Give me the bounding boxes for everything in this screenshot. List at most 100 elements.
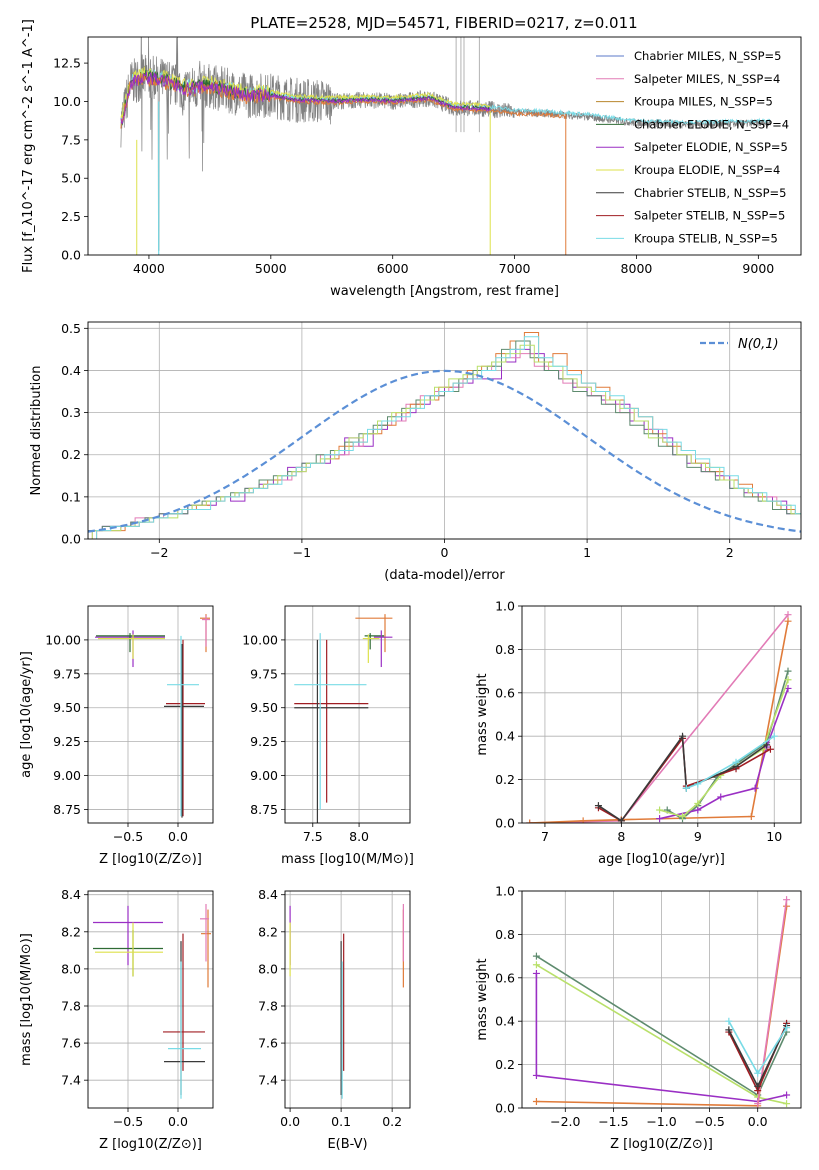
y-tick-label: 9.50 [53,700,81,715]
x-tick-label: −1 [293,545,311,560]
series-marker [784,667,792,675]
y-tick-label: 7.6 [258,1036,278,1051]
y-tick-label: 7.5 [61,132,81,147]
y-tick-label: 9.00 [250,768,278,783]
series-marker [656,815,664,823]
errorbar-point [164,941,205,1096]
x-tick-label: 7000 [499,261,531,276]
y-tick-label: 9.75 [53,666,81,681]
legend-label: Chabrier ELODIE, N_SSP=4 [634,117,789,131]
axes: 0.0 0.1 0.2 7.4 7.6 7.8 8.0 8.2 8.4 E(B-V) [258,887,411,1152]
errorbar-point [200,903,209,962]
y-tick-label: 0.4 [495,729,515,744]
y-tick-label: 0.4 [61,363,81,378]
series-line-4 [659,679,789,818]
errorbar-point [163,933,205,1071]
axes: −0.5 0.0 7.4 7.6 7.8 8.0 8.2 8.4 Z [log10(Z/Z⊙)]… [19,887,214,1152]
y-tick-label: 0.5 [61,321,81,336]
x-tick-label: 0.0 [168,1114,188,1129]
legend-label: Salpeter MILES, N_SSP=4 [634,72,780,86]
figure-title: PLATE=2528, MJD=54571, FIBERID=0217, z=0… [250,14,637,32]
grid [88,606,213,823]
series-marker [732,758,740,766]
histogram-step-4 [91,344,801,539]
axes: −2 −1 0 1 2 0.0 0.1 0.2 0.3 0.4 0.5 (data-model)/er… [29,321,802,583]
errorbar-point [98,634,165,659]
errorbar-point [294,633,367,810]
y-tick-label: 8.75 [53,802,81,817]
panel-spectrum: 4000 5000 6000 7000 8000 9000 0.0 2.5 5.0 7.5 10.0… [21,19,802,299]
model-line-1 [120,66,491,119]
panel-mass-vs-Z: −0.5 0.0 7.4 7.6 7.8 8.0 8.2 8.4 Z [log10(Z/Z⊙)]… [19,887,214,1152]
y-tick-label: 0.8 [495,927,515,942]
series-marker [751,784,759,792]
plot-area [289,903,404,1099]
series-marker [770,732,778,740]
series-marker [763,741,771,749]
y-tick-label: 0.0 [61,248,81,263]
x-tick-label: −1.0 [646,1114,676,1129]
grid [522,890,801,1109]
histogram-step-2 [96,332,801,539]
errorbar-point [93,905,163,966]
series-marker [617,817,625,823]
y-tick-label: 8.2 [258,924,278,939]
y-tick-label: 0.8 [495,642,515,657]
plot-area [532,896,791,1108]
legend: N(0,1) [700,337,779,352]
grid [522,605,801,824]
series-marker [579,817,587,823]
errorbar-point [202,615,210,647]
grid [285,606,410,823]
y-tick-label: 9.25 [53,734,81,749]
plot-area [93,903,211,1099]
series-marker [784,676,792,684]
x-tick-label: 0.0 [748,1114,768,1129]
series-marker [766,745,774,753]
series-marker [754,1082,762,1090]
axes-frame [87,321,802,540]
y-tick-label: 0.2 [495,772,515,787]
x-axis-label: Z [log10(Z/Z⊙)] [99,1137,202,1152]
legend-label: N(0,1) [738,337,779,352]
normal-curve [88,369,801,533]
legend: Chabrier MILES, N_SSP=5 Salpeter MILES, N… [596,49,789,245]
x-tick-label: 0.1 [331,1114,351,1129]
x-tick-label: 2 [726,545,734,560]
panel-age-vs-mass: 7.5 8.0 8.75 9.00 9.25 9.50 9.75 10.00 mass [log… [242,605,414,867]
x-tick-label: 6000 [377,261,409,276]
series-marker [754,1100,762,1108]
y-tick-label: 9.75 [250,666,278,681]
series-marker [532,1097,540,1105]
model-line-4 [120,71,491,124]
y-axis-label: mass weight [475,958,490,1040]
x-tick-label: 5000 [255,261,287,276]
series-marker [783,1091,791,1099]
series-marker [679,812,687,820]
series-marker [656,806,664,814]
series-line-6 [597,733,768,822]
x-tick-label: 8000 [621,261,653,276]
y-tick-label: 7.8 [258,998,278,1013]
y-tick-label: 9.25 [250,734,278,749]
errorbar-point [166,639,205,817]
series-marker [532,961,540,969]
y-tick-label: 8.0 [258,961,278,976]
errorbar-point [95,922,163,977]
series-line-4 [756,899,788,1104]
axes: −2.0 −1.5 −1.0 −0.5 0.0 0.0 0.2 0.4 0.6 0.8 1.0 Z [… [475,884,802,1152]
y-tick-label: 0.0 [495,816,515,831]
histogram-step-0 [88,348,801,539]
legend-label: Chabrier MILES, N_SSP=5 [634,49,781,63]
grid [285,891,410,1108]
axes: 4000 5000 6000 7000 8000 9000 0.0 2.5 5.0 7.5 10.0… [21,19,802,299]
series-marker [783,1100,791,1108]
y-tick-label: 7.6 [61,1036,81,1051]
series-marker [526,819,534,823]
series-marker [783,896,791,904]
y-tick-label: 0.4 [495,1014,515,1029]
y-tick-label: 9.50 [250,700,278,715]
y-tick-label: 0.2 [61,447,81,462]
y-tick-label: 0.6 [495,970,515,985]
y-tick-label: 10.0 [53,94,81,109]
